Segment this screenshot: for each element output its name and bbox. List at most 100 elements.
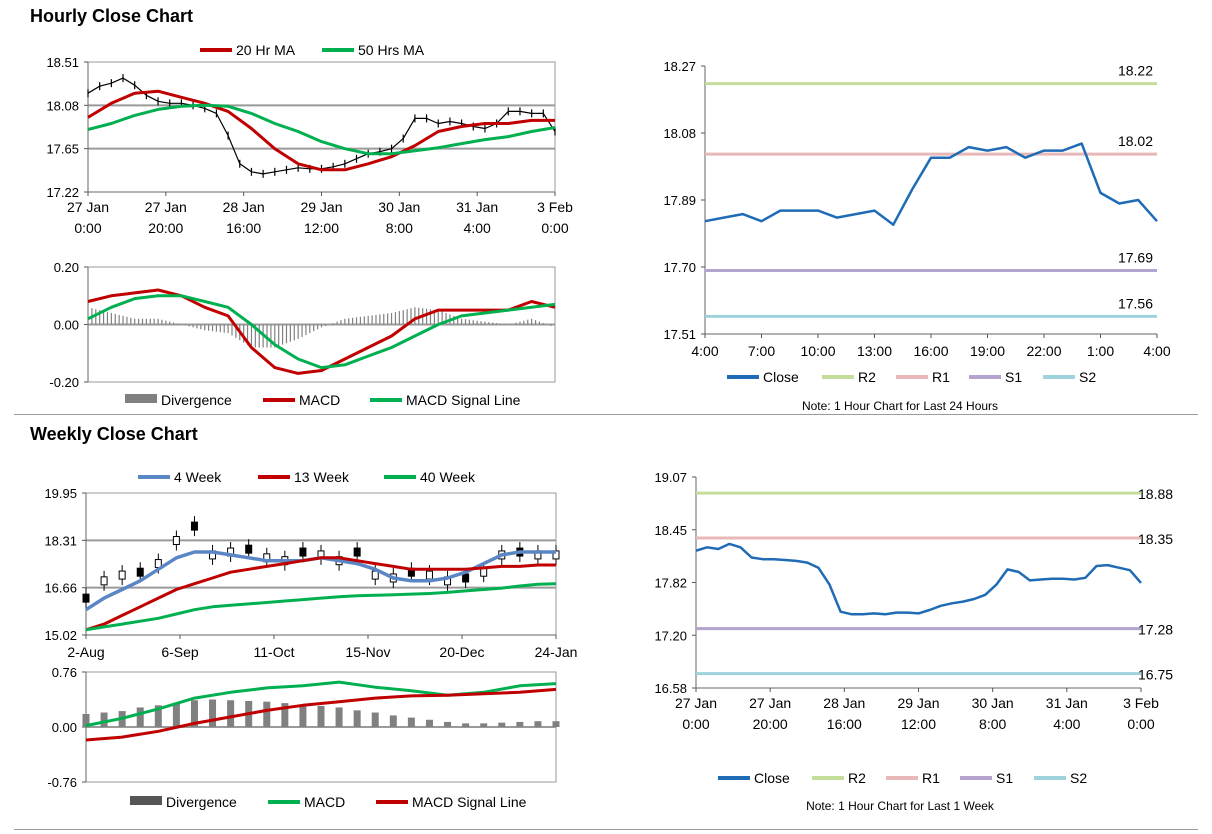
section-divider <box>14 414 1198 415</box>
weekly-1w-xtick-label: 30 Jan <box>972 695 1014 711</box>
hourly-price-xtick-label: 12:00 <box>304 220 339 236</box>
weekly-divergence-bar <box>136 707 144 727</box>
weekly-divergence-bar <box>263 701 271 727</box>
weekly-divergence-bar <box>534 721 542 727</box>
weekly-macd-ytick-label: -0.76 <box>47 775 77 790</box>
weekly-1w-xtick-label: 0:00 <box>682 716 709 732</box>
hourly-price-xtick-label: 30 Jan <box>378 199 420 215</box>
weekly-divergence-bar <box>281 703 289 727</box>
weekly-candle-body <box>118 570 126 580</box>
legend-weekly-macd-signal-label: MACD Signal Line <box>412 794 527 810</box>
weekly-price-xtick-label: 11-Oct <box>254 644 295 660</box>
weekly-1w-level-label-s2: 16.75 <box>1138 667 1173 683</box>
weekly-macd-ytick-label: 0.00 <box>52 720 77 735</box>
legend-20hr-ma-label: 20 Hr MA <box>236 42 296 58</box>
hourly-macd-ytick-label: 0.00 <box>54 318 79 333</box>
hourly-price-ytick-label: 18.51 <box>46 55 79 70</box>
hourly-macd-line <box>87 288 556 375</box>
legend-hourly-24h-r1-label: R1 <box>932 369 950 385</box>
legend-weekly-1w-r2-label: R2 <box>848 770 866 786</box>
weekly-divergence-bar <box>227 700 235 727</box>
hourly-price-xtick-label: 0:00 <box>541 220 568 236</box>
weekly-divergence-bar <box>480 723 488 727</box>
weekly-divergence-bar <box>353 710 361 727</box>
legend-weekly-1w-close-label: Close <box>754 770 790 786</box>
weekly-divergence-bar <box>371 712 379 727</box>
weekly-1w-ytick-label: 17.20 <box>654 628 687 643</box>
weekly-1w-close-line <box>695 542 1142 616</box>
weekly-1w-xtick-label: 27 Jan <box>749 695 791 711</box>
weekly-1w-level-label-r2: 18.88 <box>1138 486 1173 502</box>
weekly-1w-xtick-label: 3 Feb <box>1123 695 1159 711</box>
weekly-divergence-bar <box>335 707 343 727</box>
hourly-24h-xtick-label: 19:00 <box>970 343 1005 359</box>
weekly-1w-xtick-label: 8:00 <box>979 716 1006 732</box>
weekly-divergence-bar <box>82 713 90 727</box>
hourly-24h-ytick-label: 17.51 <box>663 327 696 342</box>
hourly-macd-ytick-label: 0.20 <box>54 260 79 275</box>
legend-hourly-24h-s2-label: S2 <box>1079 369 1096 385</box>
weekly-divergence-bar <box>552 721 560 727</box>
hourly-24h-xtick-label: 22:00 <box>1026 343 1061 359</box>
weekly-1w-xtick-label: 29 Jan <box>897 695 939 711</box>
weekly-candle-body <box>299 547 307 557</box>
weekly-price-ytick-label: 15.02 <box>44 628 77 643</box>
legend-13-week-label: 13 Week <box>294 469 350 485</box>
weekly-1w-xtick-label: 0:00 <box>1127 716 1154 732</box>
legend-weekly-1w-s1-label: S1 <box>996 770 1013 786</box>
legend-weekly-divergence-swatch <box>130 796 162 805</box>
legend-hourly-24h-close-label: Close <box>763 369 799 385</box>
weekly-candle-body <box>462 573 470 583</box>
hourly-price-xtick-label: 4:00 <box>464 220 491 236</box>
hourly-section-title: Hourly Close Chart <box>30 6 194 26</box>
legend-hourly-macd-signal-label: MACD Signal Line <box>406 392 521 408</box>
weekly-1w-level-label-s1: 17.28 <box>1138 622 1173 638</box>
weekly-40-week-line <box>85 582 557 632</box>
weekly-candle-body <box>425 570 433 580</box>
hourly-24h-note: Note: 1 Hour Chart for Last 24 Hours <box>802 399 998 413</box>
weekly-price-ytick-label: 19.95 <box>44 486 77 501</box>
weekly-divergence-bar <box>299 704 307 727</box>
hourly-24h-ytick-label: 17.89 <box>663 193 696 208</box>
hourly-macd-ytick-label: -0.20 <box>49 375 79 390</box>
legend-4-week-label: 4 Week <box>174 469 222 485</box>
hourly-24h-level-label-r1: 18.02 <box>1118 133 1153 149</box>
weekly-divergence-bar <box>209 699 217 727</box>
weekly-1w-level-label-r1: 18.35 <box>1138 531 1173 547</box>
weekly-1w-ytick-label: 18.45 <box>654 523 687 538</box>
hourly-24h-xtick-label: 1:00 <box>1087 343 1114 359</box>
weekly-candle-body <box>82 593 90 603</box>
weekly-divergence-bar <box>190 700 198 727</box>
hourly-price-xtick-label: 29 Jan <box>300 199 342 215</box>
weekly-divergence-bar <box>425 719 433 727</box>
legend-hourly-24h-s1-label: S1 <box>1005 369 1022 385</box>
weekly-1w-xtick-label: 16:00 <box>827 716 862 732</box>
legend-50hr-ma-label: 50 Hrs MA <box>358 42 425 58</box>
weekly-divergence-bar <box>100 712 108 727</box>
weekly-price-xtick-label: 20-Dec <box>439 644 484 660</box>
weekly-candle-body <box>371 570 379 580</box>
hourly-price-xtick-label: 20:00 <box>148 220 183 236</box>
weekly-1w-xtick-label: 28 Jan <box>823 695 865 711</box>
legend-40-week-label: 40 Week <box>420 469 476 485</box>
hourly-price-xtick-label: 0:00 <box>74 220 101 236</box>
weekly-divergence-bar <box>407 717 415 727</box>
weekly-1w-xtick-label: 12:00 <box>901 716 936 732</box>
weekly-candle-body <box>353 547 361 557</box>
hourly-24h-ytick-label: 18.08 <box>663 126 696 141</box>
weekly-section-title: Weekly Close Chart <box>30 424 198 444</box>
legend-hourly-divergence-label: Divergence <box>161 392 232 408</box>
weekly-1w-ytick-label: 16.58 <box>654 681 687 696</box>
weekly-price-xtick-label: 2-Aug <box>67 644 104 660</box>
weekly-divergence-bar <box>516 721 524 727</box>
weekly-divergence-bar <box>498 722 506 727</box>
hourly-24h-xtick-label: 16:00 <box>913 343 948 359</box>
hourly-20hr-ma-line <box>87 89 555 172</box>
legend-weekly-1w-s2-label: S2 <box>1070 770 1087 786</box>
weekly-divergence-bar <box>462 723 470 727</box>
hourly-price-xtick-label: 16:00 <box>226 220 261 236</box>
hourly-price-ytick-label: 17.65 <box>46 142 79 157</box>
weekly-1w-xtick-label: 31 Jan <box>1046 695 1088 711</box>
hourly-price-xtick-label: 27 Jan <box>145 199 187 215</box>
